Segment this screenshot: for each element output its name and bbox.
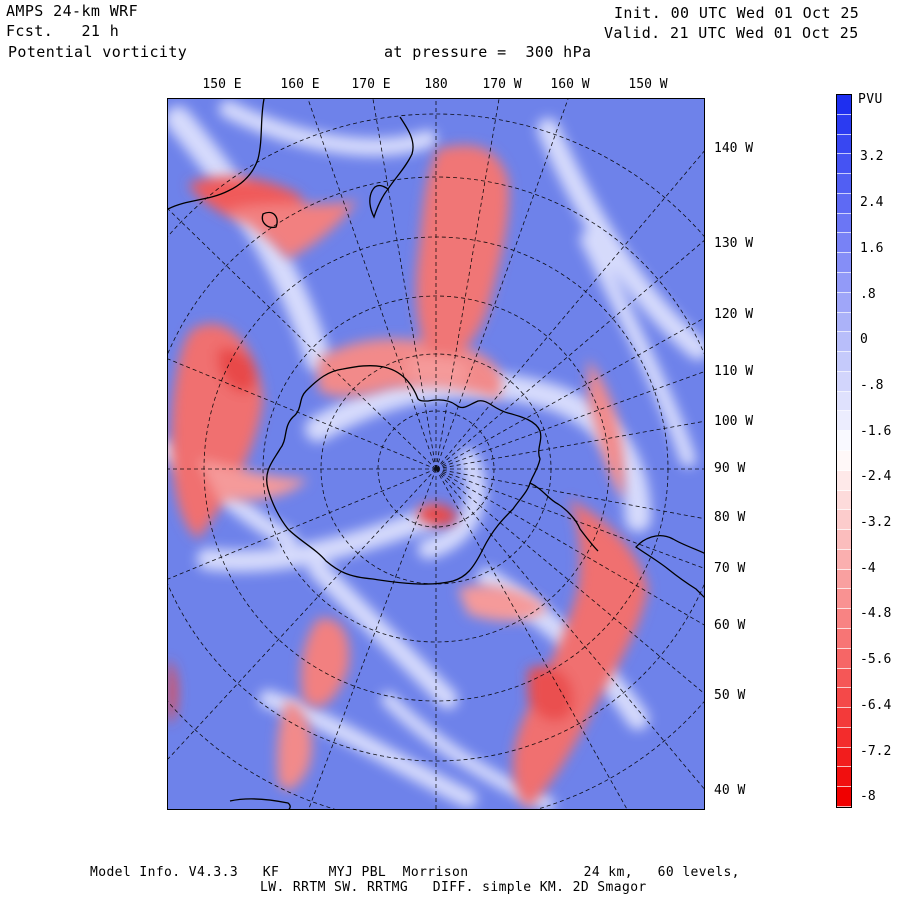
pressure-level: at pressure = 300 hPa [384,43,592,61]
antarctic-peninsula-coast [529,482,599,552]
lon-label-150w: 150 W [628,77,668,92]
colorbar-label: -5.6 [860,652,892,667]
colorbar-cell [837,332,851,353]
model-info-line1: Model Info. V4.3.3 KF MYJ PBL Morrison 2… [90,865,740,880]
colorbar-label: -6.4 [860,698,892,713]
colorbar-label: -2.4 [860,469,892,484]
kerguelen-coast [229,798,291,809]
colorbar-label: -8 [860,789,876,804]
graticule [168,99,704,809]
lon-label-120w: 120 W [714,307,754,322]
antarctica-coast [266,365,542,585]
tasmania-coast [261,211,278,229]
colorbar-cell [837,371,851,392]
lon-label-170w: 170 W [482,77,522,92]
colorbar-label: 0 [860,332,868,347]
colorbar-cell [837,95,851,115]
colorbar-label: -3.2 [860,515,892,530]
lon-label-160e: 160 E [280,77,320,92]
colorbar-label: 1.6 [860,241,884,256]
colorbar-label: -4.8 [860,606,892,621]
colorbar-cell [837,490,851,511]
colorbar-cell [837,648,851,669]
colorbar-cell [837,174,851,194]
colorbar-cell [837,589,851,610]
colorbar-cell [837,154,851,175]
field-name: Potential vorticity [8,43,188,61]
lon-label-160w: 160 W [550,77,590,92]
colorbar-cell [837,530,851,550]
colorbar-cell [837,253,851,273]
colorbar-cell [837,549,851,570]
colorbar-cell [837,451,851,471]
colorbar-cell [837,668,851,689]
colorbar-label: .8 [860,287,876,302]
lon-label-90w: 90 W [714,461,746,476]
australia-coast [168,99,265,210]
colorbar-cell [837,747,851,768]
colorbar-label: -1.6 [860,424,892,439]
colorbar-label: 3.2 [860,149,884,164]
colorbar-cell [837,688,851,709]
new-zealand-south [369,184,389,219]
pv-red-features [168,145,648,809]
colorbar-cell [837,787,851,807]
colorbar-cell [837,134,851,155]
model-title: AMPS 24-km WRF [6,2,139,20]
model-info-line2: LW. RRTM SW. RRTMG DIFF. simple KM. 2D S… [260,880,647,895]
colorbar-cell [837,391,851,412]
lon-label-80w: 80 W [714,510,746,525]
colorbar-cell [837,708,851,728]
new-zealand-north [387,116,414,190]
pv-map [167,98,705,810]
colorbar-unit: PVU [858,92,883,107]
meridians [168,99,704,809]
coastlines [168,99,704,809]
colorbar-cell [837,510,851,531]
colorbar-label: -.8 [860,378,884,393]
south-america-coast [635,535,704,598]
colorbar-label: 2.4 [860,195,884,210]
valid-time: Valid. 21 UTC Wed 01 Oct 25 [604,24,859,42]
colorbar-cell [837,233,851,254]
lon-label-100w: 100 W [714,414,754,429]
colorbar-label: -4 [860,561,876,576]
lon-label-110w: 110 W [714,364,754,379]
colorbar-cell [837,411,851,432]
colorbar-label: -7.2 [860,744,892,759]
colorbar-cell [837,114,851,135]
colorbar-cell [837,213,851,234]
pv-colorbar [836,94,852,808]
colorbar-cell [837,431,851,451]
init-time: Init. 00 UTC Wed 01 Oct 25 [614,4,860,22]
lon-label-40w: 40 W [714,783,746,798]
lon-label-130w: 130 W [714,236,754,251]
lon-label-140w: 140 W [714,141,754,156]
colorbar-cell [837,273,851,293]
lon-label-60w: 60 W [714,618,746,633]
colorbar-cell [837,352,851,372]
colorbar-cell [837,193,851,214]
lon-label-180: 180 [424,77,448,92]
lon-label-70w: 70 W [714,561,746,576]
colorbar-cell [837,727,851,748]
lon-label-50w: 50 W [714,688,746,703]
colorbar-cell [837,629,851,649]
lon-label-150e: 150 E [202,77,242,92]
colorbar-cell [837,312,851,333]
colorbar-cell [837,292,851,313]
colorbar-cell [837,569,851,590]
colorbar-cell [837,470,851,491]
colorbar-cell [837,767,851,788]
lon-label-170e: 170 E [351,77,391,92]
forecast-hour: Fcst. 21 h [6,22,120,40]
pv-map-svg [168,99,704,809]
colorbar-cell [837,609,851,629]
